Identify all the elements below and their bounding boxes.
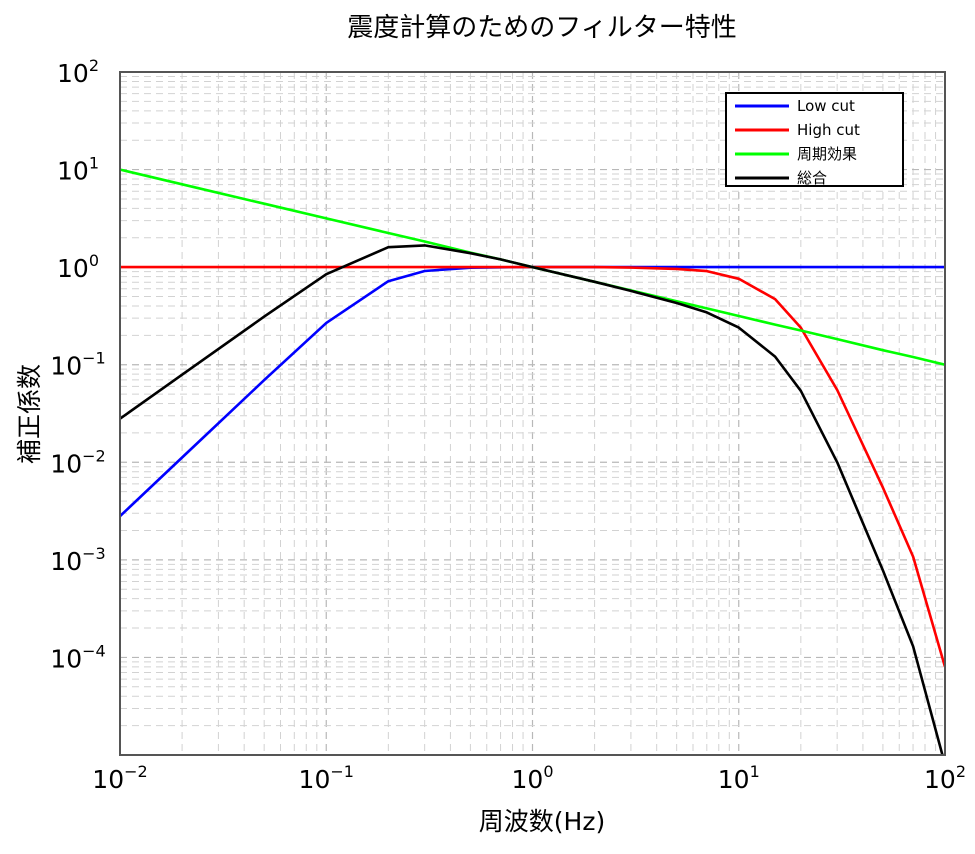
x-tick-label: 10−2 (92, 762, 147, 794)
legend-label: 周期効果 (797, 145, 857, 163)
y-tick-label: 10−4 (50, 641, 105, 673)
chart-title: 震度計算のためのフィルター特性 (347, 13, 736, 43)
series-line (120, 265, 945, 668)
y-tick-label: 10−3 (50, 544, 105, 576)
y-axis-label: 補正係数 (15, 364, 44, 464)
series-lines (120, 168, 945, 755)
y-axis-ticks: 102 101 100 10−1 10−2 10−3 10−4 (50, 56, 105, 673)
x-axis-label: 周波数(Hz) (479, 807, 605, 836)
x-tick-label: 100 (512, 762, 554, 794)
x-axis-ticks: 10−2 10−1 100 101 102 (92, 762, 966, 794)
legend-label: Low cut (797, 97, 855, 115)
legend-box (725, 92, 904, 187)
legend-label: 総合 (797, 169, 827, 187)
y-tick-label: 100 (57, 251, 99, 283)
x-tick-label: 102 (924, 762, 966, 794)
legend-label: High cut (797, 121, 860, 139)
y-tick-label: 10−1 (50, 349, 105, 381)
plot-frame (119, 71, 946, 756)
y-tick-label: 101 (57, 154, 99, 186)
x-tick-label: 101 (718, 762, 760, 794)
grid (119, 71, 946, 756)
series-line (120, 244, 944, 755)
y-tick-label: 102 (57, 56, 99, 88)
y-tick-label: 10−2 (50, 446, 105, 478)
x-tick-label: 10−1 (299, 762, 354, 794)
